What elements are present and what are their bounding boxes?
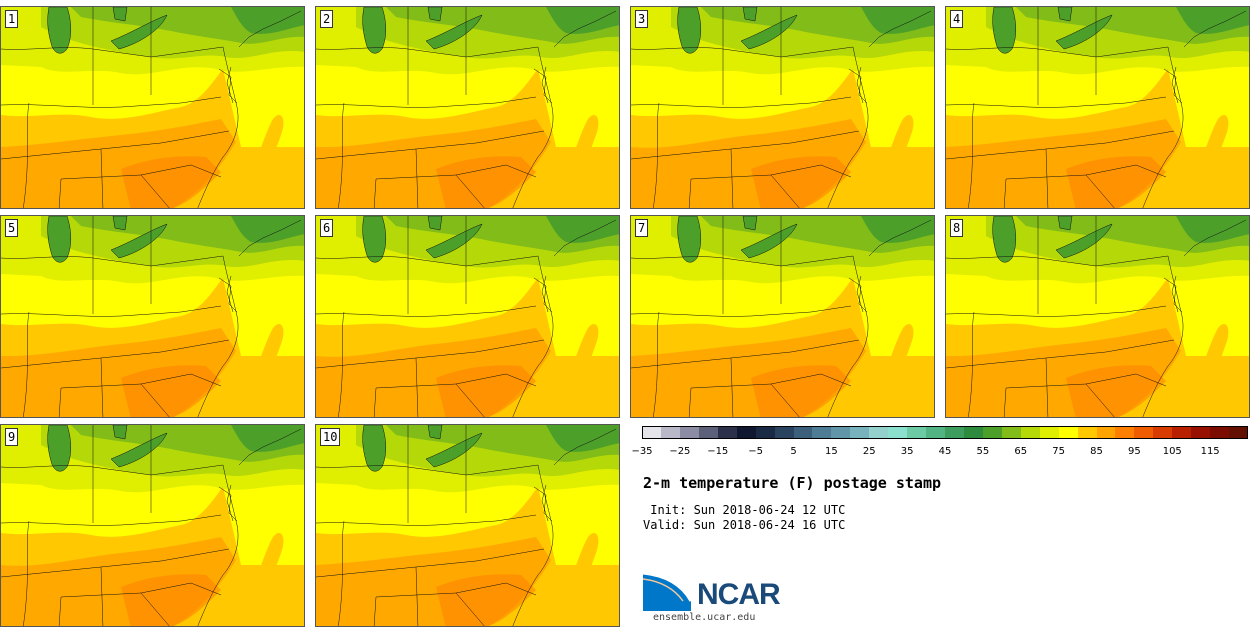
- colorbar-swatch: [1229, 426, 1249, 439]
- colorbar-swatch: [1058, 426, 1078, 439]
- colorbar-swatch: [1096, 426, 1116, 439]
- colorbar-swatch: [869, 426, 889, 439]
- colorbar-swatch: [1077, 426, 1097, 439]
- panel-number: 4: [950, 10, 964, 28]
- colorbar-swatch: [642, 426, 661, 439]
- colorbar-swatch: [679, 426, 699, 439]
- member-panel-4: 4: [945, 6, 1250, 209]
- colorbar-tick-label: 45: [938, 446, 952, 457]
- colorbar-tick-label: 115: [1200, 446, 1220, 457]
- panel-number: 9: [5, 428, 19, 446]
- colorbar-frame: [642, 426, 1248, 439]
- colorbar-swatch: [698, 426, 718, 439]
- panel-number: 1: [5, 10, 19, 28]
- colorbar-tick-label: 105: [1162, 446, 1182, 457]
- colorbar-swatch: [907, 426, 927, 439]
- colorbar-tick-label: 75: [1052, 446, 1065, 457]
- panel-number: 2: [320, 10, 334, 28]
- member-panel-1: 1: [0, 6, 305, 209]
- colorbar-swatch: [945, 426, 964, 439]
- colorbar-tick-label: 85: [1090, 446, 1103, 457]
- colorbar-tick-label: 55: [976, 446, 990, 457]
- colorbar-swatch: [1172, 426, 1192, 439]
- colorbar-swatch: [1134, 426, 1154, 439]
- colorbar-swatch: [1001, 426, 1021, 439]
- colorbar-swatch: [926, 426, 946, 439]
- colorbar-tick-label: −35: [631, 446, 653, 457]
- colorbar-swatch: [660, 426, 680, 439]
- ncar-logo-swoosh: [643, 571, 693, 611]
- panel-number: 6: [320, 219, 334, 237]
- member-panel-7: 7: [630, 215, 935, 418]
- colorbar-swatch: [850, 426, 870, 439]
- colorbar-swatch: [736, 426, 756, 439]
- colorbar-swatch: [963, 426, 983, 439]
- member-panel-5: 5: [0, 215, 305, 418]
- colorbar-tick-label: 65: [1014, 446, 1028, 457]
- member-panel-2: 2: [315, 6, 620, 209]
- member-panel-10: 10: [315, 424, 620, 627]
- init-time: Init: Sun 2018-06-24 12 UTC: [643, 503, 846, 517]
- colorbar-swatch: [1191, 426, 1211, 439]
- colorbar-swatch: [1153, 426, 1173, 439]
- member-panel-8: 8: [945, 215, 1250, 418]
- member-panel-6: 6: [315, 215, 620, 418]
- colorbar-swatch: [774, 426, 794, 439]
- colorbar-swatch: [793, 426, 813, 439]
- colorbar-swatch: [831, 426, 851, 439]
- valid-time: Valid: Sun 2018-06-24 16 UTC: [643, 518, 846, 532]
- colorbar-tick-label: 95: [1128, 446, 1141, 457]
- colorbar-tick-label: 15: [825, 446, 838, 457]
- chart-title: 2-m temperature (F) postage stamp: [643, 474, 942, 492]
- colorbar-tick-label: −5: [748, 446, 763, 457]
- colorbar-tick-label: 35: [900, 446, 914, 457]
- ncar-logo-text: NCAR: [697, 578, 781, 611]
- colorbar-swatch: [717, 426, 737, 439]
- panel-number: 3: [635, 10, 649, 28]
- colorbar-swatch: [888, 426, 908, 439]
- member-panel-9: 9: [0, 424, 305, 627]
- colorbar-swatch: [1210, 426, 1230, 439]
- colorbar-tick-label: −25: [669, 446, 691, 457]
- colorbar-tick-label: 5: [790, 446, 797, 457]
- panel-number: 10: [320, 428, 341, 446]
- member-panel-3: 3: [630, 6, 935, 209]
- colorbar-swatch: [982, 426, 1002, 439]
- colorbar-tick-label: −15: [707, 446, 729, 457]
- colorbar-swatch: [1020, 426, 1040, 439]
- panel-number: 8: [950, 219, 964, 237]
- colorbar-tick-label: 25: [862, 446, 876, 457]
- panel-number: 7: [635, 219, 649, 237]
- logo-url: ensemble.ucar.edu: [653, 612, 756, 623]
- colorbar-swatch: [1039, 426, 1059, 439]
- colorbar-swatch: [755, 426, 775, 439]
- panel-number: 5: [5, 219, 19, 237]
- temperature-colorbar: [642, 426, 1249, 440]
- colorbar-swatch: [1115, 426, 1135, 439]
- colorbar-swatch: [812, 426, 832, 439]
